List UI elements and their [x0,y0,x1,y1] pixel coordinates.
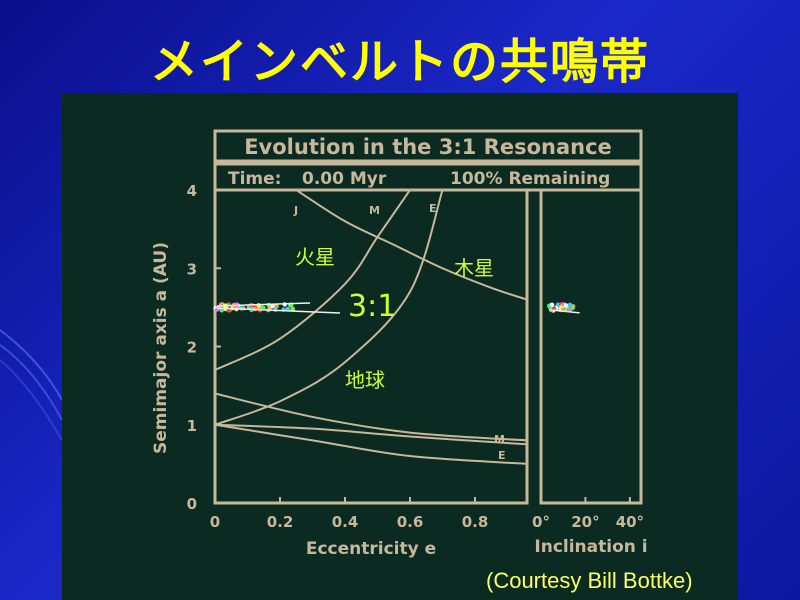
particle [219,308,224,313]
main-plot-frame [213,188,529,505]
particle [273,304,278,309]
incl-particle [555,302,561,307]
y-axis-title-text: Semimajor axis a (AU) [151,242,171,454]
curve-label-M-bottom: M [494,433,505,446]
particle [285,306,291,312]
curve-label-M-top: M [369,204,380,217]
slide-title: メインベルトの共鳴帯 [149,34,650,90]
annotation-jupiter: 木星 [454,256,494,280]
x-tick-label: 0.8 [462,513,489,531]
y-tick-label: 2 [187,339,197,357]
particle [290,306,295,311]
incl-plot-frame [539,188,643,505]
annotation-resonance: 3:1 [348,289,396,324]
y-axis-title: Semimajor axis a (AU) [151,242,171,454]
y-tick-label: 1 [187,417,197,435]
incl-axis-title-text: Inclination i [534,537,647,557]
status-time-value: 0.00 Myr [302,169,387,189]
y-tick-label: 0 [187,495,197,513]
x-tick-label: 0.2 [267,513,294,531]
figure-title-box [213,129,643,163]
curve-E [215,423,527,465]
figure-panel: Evolution in the 3:1 Resonance Time: 0.0… [62,93,738,600]
x-tick-label: 0.6 [397,513,424,531]
incl-axis-title: Inclination i [534,537,647,557]
incl-pointer [549,308,580,314]
status-remaining: 100% Remaining [450,169,610,189]
curve-E [215,190,444,426]
y-tick-label: 3 [187,260,197,278]
particle [270,303,275,309]
resonance-figure: Evolution in the 3:1 Resonance Time: 0.0… [151,129,648,559]
curve-label-E-bottom: E [498,449,506,462]
incl-particle [563,303,569,308]
y-tick-label: 4 [187,182,197,200]
curve-unlabeled [215,423,527,446]
figure-title: Evolution in the 3:1 Resonance [244,135,612,159]
curve-J [295,190,527,301]
incl-particle [567,302,573,307]
x-axis-title: Eccentricity e [306,539,436,559]
courtesy-caption: (Courtesy Bill Bottke) [486,568,693,593]
incl-particle [570,305,575,311]
curve-M [215,392,527,442]
incl-particle [550,302,555,308]
curve-label-E-top: E [429,202,437,215]
curve-M [215,190,411,371]
particle [260,305,265,310]
axes-layer: 0 1 2 3 4 0 0.2 0.4 0.6 0.8 0° 20° 40° [187,182,645,531]
curve-label-J: J [293,204,298,217]
resonance-pointer-bottom [216,307,341,314]
annotation-mars: 火星 [295,245,335,269]
x-tick-label: 0 [210,513,220,531]
incl-x-tick-label: 20° [571,513,599,531]
annotation-earth: 地球 [345,368,385,392]
x-axis-title-text: Eccentricity e [306,539,436,559]
resonance-pointer-top [216,302,311,307]
incl-x-tick-label: 0° [532,513,550,531]
incl-x-tick-label: 40° [616,513,644,531]
x-tick-label: 0.4 [332,513,359,531]
curves-layer [215,190,527,465]
status-time-label: Time: [228,169,281,189]
